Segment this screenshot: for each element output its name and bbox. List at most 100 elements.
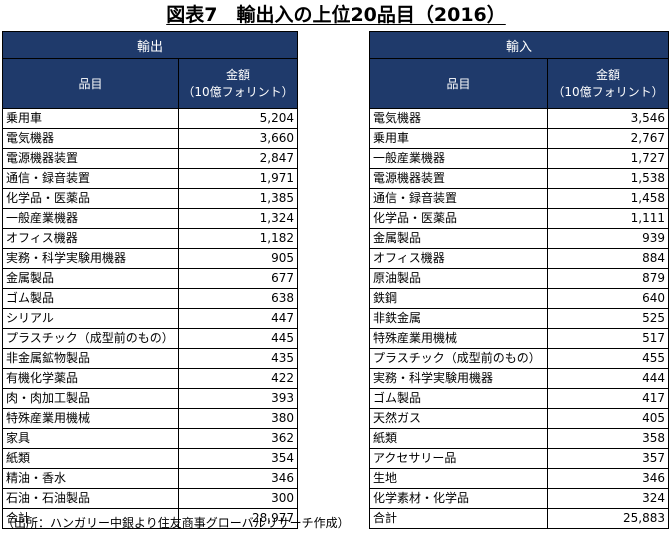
item-value: 1,971 [177, 168, 299, 189]
table-row: 乗用車 2,767 [369, 128, 670, 149]
item-value: 393 [177, 388, 299, 409]
item-name: 非金属鉱物製品 [2, 348, 179, 369]
item-value: 517 [546, 328, 670, 349]
table-row: 非金属鉱物製品 435 [2, 348, 299, 369]
item-value: 1,727 [546, 148, 670, 169]
table-row: 実務・科学実験用機器 444 [369, 368, 670, 389]
item-name: 電気機器 [2, 128, 179, 149]
item-name: 生地 [369, 468, 548, 489]
item-value: 422 [177, 368, 299, 389]
table-row: 金属製品 939 [369, 228, 670, 249]
table-row: 電気機器 3,660 [2, 128, 299, 149]
table-row: 電気機器 3,546 [369, 108, 670, 129]
item-name: プラスチック（成型前のもの） [369, 348, 548, 369]
imports-table: 輸入 品目 金額 （10億フォリント） 電気機器 3,546 乗用車 2,767 一般産… [368, 31, 670, 529]
exports-heading: 輸出 [1, 31, 299, 59]
item-value: 884 [546, 248, 670, 269]
item-value: 1,385 [177, 188, 299, 209]
item-value: 1,324 [177, 208, 299, 229]
item-value: 346 [177, 468, 299, 489]
item-value: 638 [177, 288, 299, 309]
item-name: 化学素材・化学品 [369, 488, 548, 509]
item-name: オフィス機器 [369, 248, 548, 269]
imports-heading: 輸入 [368, 31, 670, 59]
item-name: 電気機器 [369, 108, 548, 129]
item-name: 金属製品 [2, 268, 179, 289]
table-row: 紙類 354 [2, 448, 299, 469]
imports-col-amount-line1: 金額 [596, 67, 621, 82]
exports-col-amount: 金額 （10億フォリント） [177, 58, 299, 109]
table-row: シリアル 447 [2, 308, 299, 329]
table-row: 化学品・医薬品 1,111 [369, 208, 670, 229]
item-value: 1,458 [546, 188, 670, 209]
item-name: 特殊産業用機械 [369, 328, 548, 349]
item-value: 380 [177, 408, 299, 429]
table-row: 有機化学薬品 422 [2, 368, 299, 389]
table-row: ゴム製品 638 [2, 288, 299, 309]
item-name: 紙類 [369, 428, 548, 449]
table-row: 紙類 358 [369, 428, 670, 449]
item-value: 939 [546, 228, 670, 249]
item-name: 電源機器装置 [2, 148, 179, 169]
table-row: オフィス機器 1,182 [2, 228, 299, 249]
item-name: 特殊産業用機械 [2, 408, 179, 429]
item-name: 天然ガス [369, 408, 548, 429]
item-value: 1,538 [546, 168, 670, 189]
table-row: 石油・石油製品 300 [2, 488, 299, 509]
item-value: 677 [177, 268, 299, 289]
item-name: 肉・肉加工製品 [2, 388, 179, 409]
total-label: 合計 [2, 508, 179, 529]
item-value: 324 [546, 488, 670, 509]
item-value: 905 [177, 248, 299, 269]
item-value: 435 [177, 348, 299, 369]
item-name: 化学品・医薬品 [2, 188, 179, 209]
item-name: 一般産業機器 [369, 148, 548, 169]
table-row: 電源機器装置 2,847 [2, 148, 299, 169]
item-name: 精油・香水 [2, 468, 179, 489]
item-name: 通信・録音装置 [369, 188, 548, 209]
item-name: 紙類 [2, 448, 179, 469]
table-row: 原油製品 879 [369, 268, 670, 289]
total-label: 合計 [369, 508, 548, 529]
table-row: 乗用車 5,204 [2, 108, 299, 129]
table-row: 非鉄金属 525 [369, 308, 670, 329]
item-name: 実務・科学実験用機器 [2, 248, 179, 269]
item-value: 2,767 [546, 128, 670, 149]
item-value: 354 [177, 448, 299, 469]
item-name: 乗用車 [2, 108, 179, 129]
item-name: 有機化学薬品 [2, 368, 179, 389]
footnote: （出所：ハンガリー中銀より住友商事グローバルリサーチ作成） [2, 516, 350, 530]
item-value: 3,546 [546, 108, 670, 129]
item-value: 405 [546, 408, 670, 429]
item-name: アクセサリー品 [369, 448, 548, 469]
table-row: 一般産業機器 1,727 [369, 148, 670, 169]
table-row: 鉄鋼 640 [369, 288, 670, 309]
item-value: 1,182 [177, 228, 299, 249]
item-name: 金属製品 [369, 228, 548, 249]
total-row: 合計 28,977 [2, 508, 299, 529]
total-row: 合計 25,883 [369, 508, 670, 529]
item-value: 346 [546, 468, 670, 489]
item-value: 879 [546, 268, 670, 289]
imports-rows: 電気機器 3,546 乗用車 2,767 一般産業機器 1,727 電源機器装置 1,538 通… [369, 108, 670, 529]
item-name: プラスチック（成型前のもの） [2, 328, 179, 349]
item-name: 通信・録音装置 [2, 168, 179, 189]
item-name: 乗用車 [369, 128, 548, 149]
total-value: 28,977 [177, 508, 299, 529]
item-name: ゴム製品 [369, 388, 548, 409]
item-value: 357 [546, 448, 670, 469]
item-value: 1,111 [546, 208, 670, 229]
item-name: 化学品・医薬品 [369, 208, 548, 229]
table-row: 化学品・医薬品 1,385 [2, 188, 299, 209]
item-name: 石油・石油製品 [2, 488, 179, 509]
table-row: 天然ガス 405 [369, 408, 670, 429]
table-row: 一般産業機器 1,324 [2, 208, 299, 229]
item-name: 一般産業機器 [2, 208, 179, 229]
item-value: 525 [546, 308, 670, 329]
item-value: 358 [546, 428, 670, 449]
exports-table: 輸出 品目 金額 （10億フォリント） 乗用車 5,204 電気機器 3,660 電源機… [1, 31, 299, 529]
item-name: オフィス機器 [2, 228, 179, 249]
table-row: 精油・香水 346 [2, 468, 299, 489]
item-name: 非鉄金属 [369, 308, 548, 329]
item-name: 家具 [2, 428, 179, 449]
